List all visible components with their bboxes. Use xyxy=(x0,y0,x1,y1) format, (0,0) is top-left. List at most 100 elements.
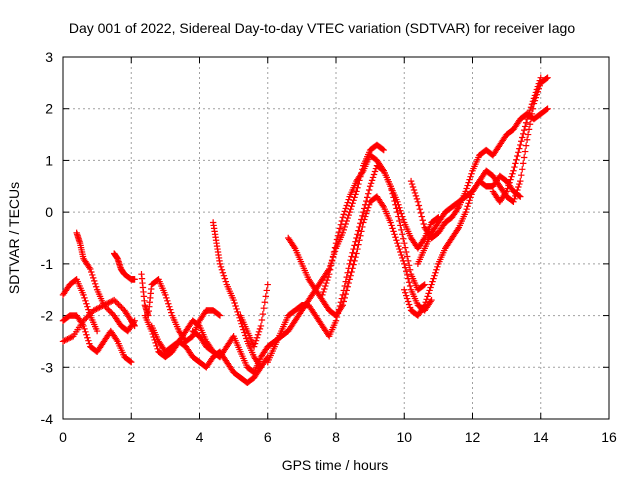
data-point xyxy=(523,115,531,123)
data-point xyxy=(230,296,237,304)
data-point xyxy=(231,299,238,307)
data-point xyxy=(419,217,426,224)
series-track-10 xyxy=(209,219,265,371)
data-point xyxy=(508,173,515,180)
data-point xyxy=(354,231,361,238)
data-point xyxy=(510,167,517,174)
data-point xyxy=(164,297,171,304)
data-point xyxy=(464,203,471,210)
data-point xyxy=(404,275,412,282)
data-point xyxy=(403,253,411,260)
series-track-17 xyxy=(407,105,551,242)
data-point xyxy=(421,302,428,309)
data-point xyxy=(339,214,347,221)
data-point xyxy=(264,281,271,288)
data-point xyxy=(320,288,327,296)
data-point xyxy=(353,250,360,257)
data-point xyxy=(420,220,427,228)
data-point xyxy=(261,299,269,306)
data-point xyxy=(362,213,369,220)
data-point xyxy=(454,225,462,233)
data-point xyxy=(414,198,422,205)
data-point xyxy=(396,217,403,225)
data-point xyxy=(380,146,387,154)
data-point xyxy=(520,126,528,134)
data-point xyxy=(85,306,92,313)
data-point xyxy=(322,282,329,290)
data-point xyxy=(525,109,533,117)
chart-title: Day 001 of 2022, Sidereal Day-to-day VTE… xyxy=(69,20,576,36)
series-track-9 xyxy=(189,327,258,376)
data-point xyxy=(408,180,416,188)
data-point xyxy=(427,284,434,291)
data-point xyxy=(257,364,265,371)
data-point xyxy=(364,194,371,201)
data-point xyxy=(115,301,122,308)
y-tick-label: -4 xyxy=(41,411,54,427)
data-point xyxy=(463,205,470,213)
data-point xyxy=(524,131,532,138)
data-point xyxy=(371,168,379,175)
grid xyxy=(63,57,609,419)
data-point xyxy=(105,299,112,307)
data-point xyxy=(517,177,524,185)
data-point xyxy=(94,304,102,312)
data-point xyxy=(512,160,519,167)
data-point xyxy=(403,271,411,279)
data-point xyxy=(105,306,112,313)
data-point xyxy=(255,328,263,336)
data-point xyxy=(513,189,520,197)
data-point xyxy=(333,236,341,243)
data-point xyxy=(243,335,250,342)
y-axis-label: SDTVAR / TECUs xyxy=(6,182,22,294)
data-point xyxy=(259,310,267,318)
x-tick-label: 10 xyxy=(396,429,412,445)
data-point xyxy=(511,163,518,171)
data-point xyxy=(351,242,358,249)
data-point xyxy=(529,98,537,105)
x-tick-label: 14 xyxy=(533,429,549,445)
data-point xyxy=(342,278,349,285)
data-point xyxy=(340,226,347,234)
data-point xyxy=(343,202,350,209)
data-point xyxy=(93,327,101,335)
data-point xyxy=(401,286,408,293)
data-point xyxy=(345,279,352,287)
data-point xyxy=(395,242,402,250)
data-point xyxy=(528,101,536,108)
data-point xyxy=(405,301,413,308)
data-point xyxy=(351,194,358,201)
data-point xyxy=(341,294,348,302)
data-point xyxy=(421,281,428,288)
data-point xyxy=(262,293,269,300)
data-point xyxy=(399,254,406,262)
data-point xyxy=(131,317,138,324)
data-point xyxy=(364,207,371,214)
data-point xyxy=(401,260,408,268)
y-tick-label: 2 xyxy=(45,101,53,117)
data-point xyxy=(393,205,400,212)
series-track-11 xyxy=(237,281,271,350)
data-point xyxy=(81,316,89,323)
data-point xyxy=(467,173,474,180)
data-point xyxy=(364,190,372,197)
data-point xyxy=(81,294,88,302)
data-point xyxy=(323,279,330,287)
data-point xyxy=(434,263,441,271)
data-point xyxy=(260,304,268,312)
data-point xyxy=(222,278,230,285)
data-point xyxy=(505,182,512,189)
data-point xyxy=(420,303,427,310)
data-point xyxy=(366,183,374,190)
data-point xyxy=(417,209,425,217)
data-point xyxy=(521,148,529,155)
data-point xyxy=(103,304,111,312)
data-point xyxy=(506,179,513,186)
data-point xyxy=(370,171,378,178)
data-point xyxy=(406,282,414,290)
data-point xyxy=(526,121,534,128)
data-point xyxy=(365,186,373,194)
data-point xyxy=(398,210,405,217)
data-point xyxy=(519,134,526,141)
data-point xyxy=(465,200,472,207)
